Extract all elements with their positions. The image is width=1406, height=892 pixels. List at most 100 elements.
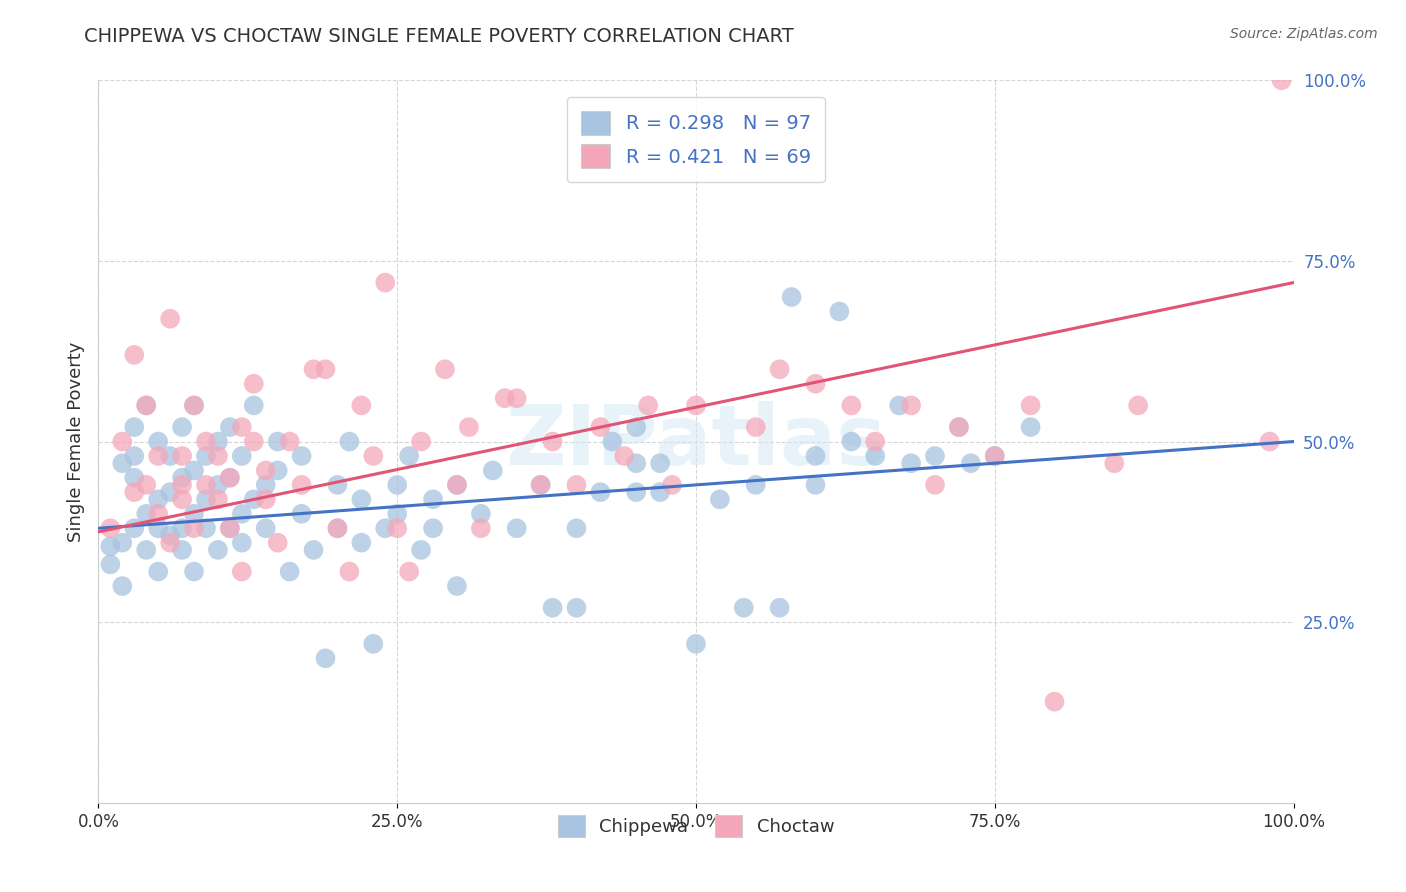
Point [111,535,134,549]
Point [841,398,863,412]
Point [613,449,636,463]
Point [626,420,648,434]
Point [111,456,134,470]
Point [159,535,181,549]
Point [804,449,827,463]
Point [470,521,492,535]
Point [124,470,146,484]
Point [841,434,863,449]
Point [291,507,314,521]
Point [530,478,553,492]
Point [745,420,768,434]
Point [111,579,134,593]
Text: ZIPatlas: ZIPatlas [506,401,886,482]
Point [1104,456,1126,470]
Point [243,434,266,449]
Point [589,485,612,500]
Point [589,420,612,434]
Text: Source: ZipAtlas.com: Source: ZipAtlas.com [1230,27,1378,41]
Point [385,478,409,492]
Point [326,521,349,535]
Point [363,449,385,463]
Point [124,485,146,500]
Point [1271,73,1294,87]
Point [828,304,851,318]
Point [422,492,444,507]
Point [135,507,157,521]
Point [339,434,361,449]
Point [124,348,146,362]
Point [506,391,529,405]
Point [326,478,349,492]
Point [1019,420,1042,434]
Point [1043,695,1066,709]
Point [291,478,314,492]
Point [135,398,157,412]
Point [565,478,588,492]
Point [924,449,946,463]
Point [434,362,457,376]
Point [135,398,157,412]
Point [195,492,218,507]
Point [626,456,648,470]
Point [124,521,146,535]
Point [172,470,194,484]
Point [648,456,672,470]
Point [494,391,516,405]
Point [541,600,564,615]
Point [278,565,301,579]
Point [302,542,325,557]
Point [254,463,277,477]
Point [195,449,218,463]
Point [458,420,481,434]
Point [984,449,1007,463]
Point [183,565,205,579]
Point [254,478,277,492]
Point [541,434,564,449]
Point [768,362,790,376]
Point [411,434,433,449]
Point [195,478,218,492]
Point [745,478,768,492]
Point [207,542,229,557]
Point [148,521,170,535]
Point [481,463,505,477]
Point [183,398,205,412]
Point [98,521,122,535]
Point [900,456,922,470]
Point [446,478,468,492]
Point [219,521,242,535]
Point [219,470,242,484]
Point [626,485,648,500]
Point [278,434,301,449]
Point [291,449,314,463]
Point [231,449,253,463]
Point [948,420,970,434]
Point [350,398,373,412]
Point [1258,434,1281,449]
Point [172,478,194,492]
Text: CHIPPEWA VS CHOCTAW SINGLE FEMALE POVERTY CORRELATION CHART: CHIPPEWA VS CHOCTAW SINGLE FEMALE POVERT… [84,27,794,45]
Point [709,492,731,507]
Point [148,565,170,579]
Point [768,600,790,615]
Point [135,478,157,492]
Point [231,535,253,549]
Point [565,600,588,615]
Point [267,535,290,549]
Point [385,521,409,535]
Point [172,542,194,557]
Point [374,276,396,290]
Point [207,492,229,507]
Point [243,376,266,391]
Point [159,311,181,326]
Point [111,434,134,449]
Legend: Chippewa, Choctaw: Chippewa, Choctaw [550,808,842,845]
Point [315,651,337,665]
Point [207,434,229,449]
Point [924,478,946,492]
Point [195,521,218,535]
Point [219,521,242,535]
Point [315,362,337,376]
Point [900,398,922,412]
